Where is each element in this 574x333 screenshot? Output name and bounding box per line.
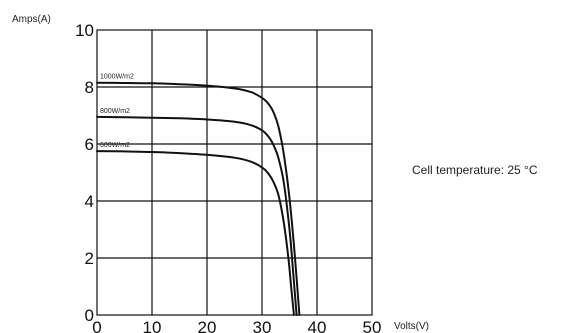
- grid-layer: [97, 30, 372, 315]
- series-line-2: [96, 150, 295, 316]
- series-label: 600W/m2: [100, 142, 130, 149]
- y-tick-label: 0: [85, 306, 94, 325]
- x-tick-label: 40: [308, 318, 327, 333]
- x-tick-label: 0: [92, 318, 101, 333]
- y-tick-label: 4: [85, 192, 94, 211]
- series-label: 1000W/m2: [100, 74, 134, 81]
- y-tick-label: 10: [75, 21, 94, 40]
- x-tick-label: 10: [143, 318, 162, 333]
- series-line-1: [96, 115, 298, 316]
- x-tick-label: 50: [363, 318, 382, 333]
- series-line-0: [96, 81, 301, 316]
- plot-frame: [96, 29, 373, 316]
- y-tick-label: 6: [85, 135, 94, 154]
- x-axis-title: Volts(V): [394, 321, 429, 332]
- cell-temperature-annotation: Cell temperature: 25 °C: [412, 163, 538, 177]
- y-axis-title: Amps(A): [12, 14, 51, 25]
- x-tick-label: 20: [198, 318, 217, 333]
- y-tick-label: 2: [85, 249, 94, 268]
- curve-layer: [96, 81, 301, 316]
- series-label: 800W/m2: [100, 108, 130, 115]
- label-layer: 1000W/m2 800W/m2 600W/m2 Amps(A) Volts(V) Cel…: [12, 14, 538, 332]
- tick-layer: 0 10 20 30 40 50 0 2 4 6 8 10: [75, 21, 381, 333]
- x-tick-label: 30: [253, 318, 272, 333]
- y-tick-label: 8: [85, 78, 94, 97]
